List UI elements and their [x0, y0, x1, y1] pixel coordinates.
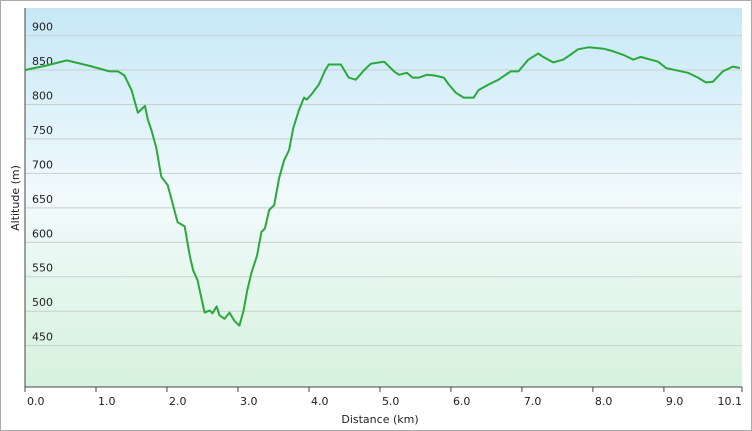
- x-tick-label: 2.0: [169, 395, 187, 408]
- y-tick-label: 550: [32, 262, 53, 275]
- x-tick-label: 9.0: [666, 395, 684, 408]
- y-tick-label: 450: [32, 331, 53, 344]
- y-axis-label: Altitude (m): [9, 165, 22, 231]
- x-tick-label: 6.0: [453, 395, 471, 408]
- altitude-line: [24, 46, 741, 327]
- y-tick-label: 650: [32, 193, 53, 206]
- x-tick-label: 10.1: [718, 395, 743, 408]
- y-tick-label: 500: [32, 296, 53, 309]
- y-tick-label: 800: [32, 89, 53, 102]
- x-tick-label: 0.0: [27, 395, 45, 408]
- y-tick-label: 700: [32, 158, 53, 171]
- x-tick-label: 3.0: [240, 395, 257, 408]
- x-tick-label: 4.0: [311, 395, 329, 408]
- x-tick-label: 1.0: [98, 395, 116, 408]
- x-tick-label: 5.0: [382, 395, 400, 408]
- y-tick-label: 600: [32, 227, 53, 240]
- plot-area: [25, 8, 742, 387]
- y-tick-label: 900: [32, 21, 53, 34]
- x-axis-label: Distance (km): [341, 413, 418, 426]
- y-tick-label: 750: [32, 124, 53, 137]
- x-tick-label: 8.0: [595, 395, 613, 408]
- x-tick-label: 7.0: [524, 395, 542, 408]
